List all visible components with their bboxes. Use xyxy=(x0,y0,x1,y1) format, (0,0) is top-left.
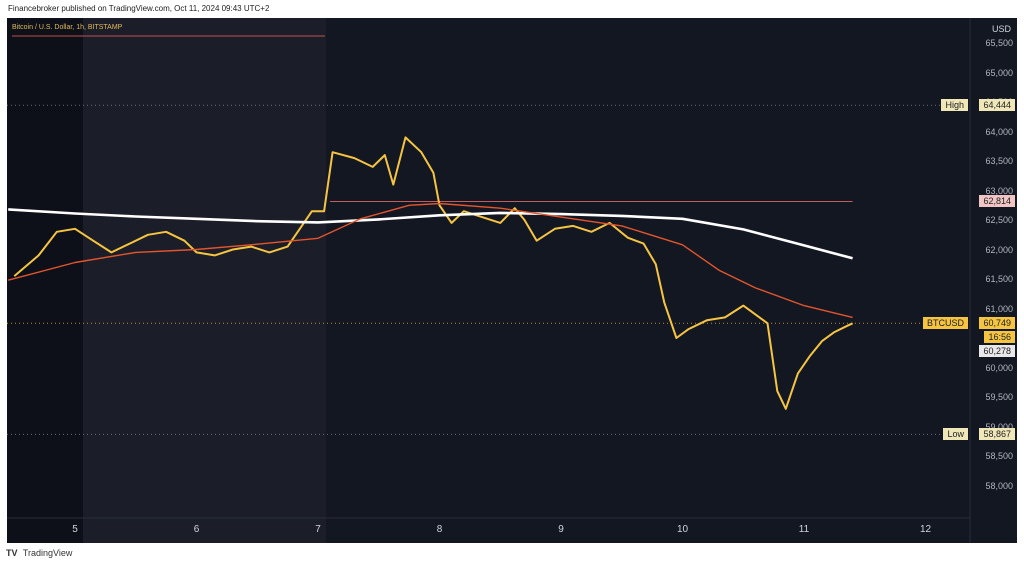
price-tag-0: 64,444 xyxy=(979,99,1015,112)
y-tick-label: 60,000 xyxy=(985,362,1013,373)
tradingview-logo-text: TradingView xyxy=(22,548,73,558)
price-tag-label-2: BTCUSD xyxy=(922,317,968,330)
price-tag-2: 60,749 xyxy=(979,317,1015,330)
price-tag-4: 58,867 xyxy=(979,428,1015,441)
y-tick-label: 59,500 xyxy=(985,392,1013,402)
y-tick-label: 62,500 xyxy=(985,215,1013,225)
price-tag-3: 60,278 xyxy=(979,345,1015,358)
y-tick-label: 63,000 xyxy=(985,185,1013,196)
chart-frame[interactable]: Bitcoin / U.S. Dollar, 1h, BITSTAMP USD … xyxy=(7,18,1017,543)
y-tick-label: 62,000 xyxy=(985,244,1013,255)
series-line-1 xyxy=(8,208,853,260)
x-tick-label: 11 xyxy=(798,524,810,535)
x-tick-label: 5 xyxy=(72,524,78,535)
y-tick-label: 63,500 xyxy=(985,156,1013,166)
x-tick-label: 10 xyxy=(676,524,689,535)
currency-label[interactable]: USD xyxy=(991,24,1011,34)
x-tick-label: 9 xyxy=(558,524,564,535)
bar-countdown: 16:56 xyxy=(984,331,1015,344)
symbol-label[interactable]: Bitcoin / U.S. Dollar, 1h, BITSTAMP xyxy=(12,24,123,31)
publisher-bar: Financebroker published on TradingView.c… xyxy=(0,0,1024,16)
y-tick-label: 65,000 xyxy=(985,67,1013,78)
series-line-2 xyxy=(8,202,853,319)
x-tick-label: 12 xyxy=(919,524,932,535)
price-tag-1: 62,814 xyxy=(979,195,1015,208)
y-tick-label: 58,000 xyxy=(985,480,1013,491)
y-tick-label: 59,000 xyxy=(985,421,1013,432)
y-tick-label: 61,500 xyxy=(985,274,1013,284)
y-tick-label: 58,500 xyxy=(985,451,1013,461)
footer-logo[interactable]: TV TradingView xyxy=(6,548,72,558)
y-tick-label: 64,000 xyxy=(985,126,1013,137)
y-tick-label: 61,000 xyxy=(985,303,1013,314)
x-tick-label: 7 xyxy=(315,524,321,535)
publisher-text: Financebroker published on TradingView.c… xyxy=(8,4,270,13)
price-tag-label-0: High xyxy=(941,99,968,112)
tradingview-logo-icon: TV xyxy=(6,548,18,558)
x-tick-label: 6 xyxy=(193,524,200,535)
y-tick-label: 65,500 xyxy=(985,38,1013,48)
series-line-0 xyxy=(13,136,854,410)
x-tick-label: 8 xyxy=(436,524,443,535)
price-chart[interactable] xyxy=(7,18,1017,543)
price-tag-label-4: Low xyxy=(943,428,968,441)
